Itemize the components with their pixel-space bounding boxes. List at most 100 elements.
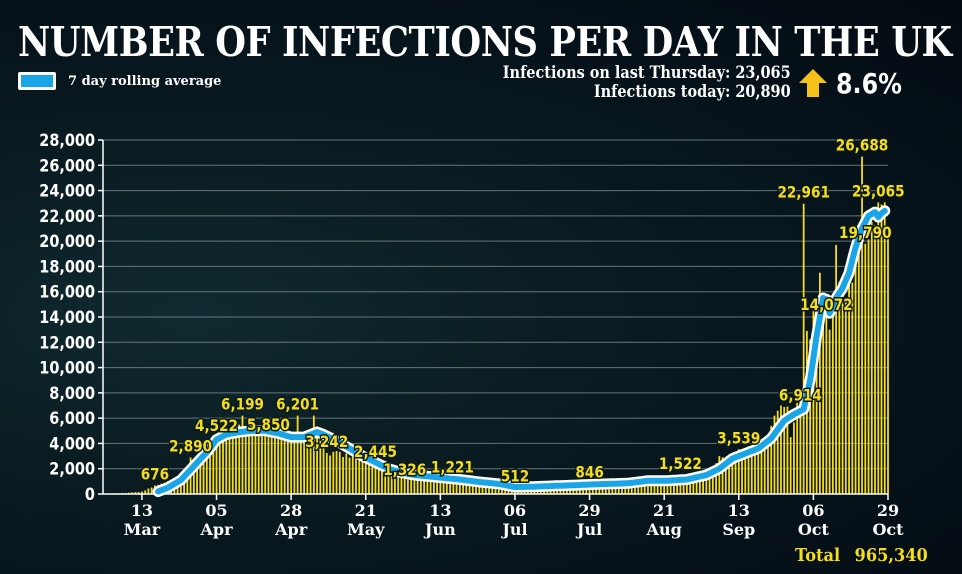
bar: [400, 476, 403, 494]
bar: [767, 435, 769, 494]
x-tick-label-month: May: [347, 520, 385, 539]
bar: [445, 479, 448, 494]
bar: [394, 472, 396, 494]
chart-title: NUMBER OF INFECTIONS PER DAY IN THE UK: [18, 18, 952, 66]
bar: [270, 430, 273, 494]
bar: [306, 438, 309, 494]
data-label: 6,914: [779, 386, 822, 405]
y-tick-label: 6,000: [49, 408, 95, 428]
bar: [147, 488, 150, 494]
bar: [754, 447, 756, 494]
bar: [387, 470, 390, 494]
bar: [254, 426, 257, 494]
bar: [290, 437, 293, 494]
bar: [611, 484, 614, 494]
bar: [222, 434, 224, 494]
bar: [711, 468, 714, 494]
x-tick-label-day: 06: [504, 501, 526, 520]
x-tick-label-month: Jun: [423, 520, 456, 539]
bar: [264, 431, 267, 494]
bar: [831, 294, 834, 494]
bar: [420, 478, 422, 494]
bar: [760, 444, 763, 494]
bar: [228, 433, 231, 494]
y-tick-label: 24,000: [39, 180, 95, 200]
bar: [728, 458, 730, 494]
x-tick-label-month: Sep: [722, 520, 755, 539]
bar: [861, 156, 863, 494]
data-label: 26,688: [836, 136, 889, 155]
y-tick-label: 0: [85, 484, 95, 504]
bar: [793, 422, 795, 494]
x-tick-label-day: 21: [653, 501, 675, 520]
bar: [319, 433, 322, 494]
x-tick-label-month: Jul: [575, 520, 602, 539]
bar: [822, 308, 825, 494]
bar: [643, 480, 646, 494]
x-tick-label-day: 13: [728, 501, 750, 520]
bar: [491, 485, 494, 494]
data-label: 1,221: [431, 458, 474, 477]
bar: [650, 479, 653, 494]
y-tick-label: 12,000: [39, 332, 95, 352]
data-label: 14,072: [800, 295, 853, 314]
bar: [332, 451, 335, 494]
bar: [403, 477, 406, 494]
bar: [887, 229, 889, 494]
bar: [238, 424, 241, 494]
data-label: 5,850: [247, 415, 290, 434]
data-label: 2,445: [354, 442, 397, 461]
bar: [773, 415, 776, 494]
bar: [809, 339, 812, 494]
data-label: 6,201: [276, 395, 319, 414]
bar: [799, 406, 802, 494]
bar: [653, 481, 656, 494]
bar: [780, 405, 782, 494]
bar: [141, 491, 143, 494]
bar: [218, 435, 221, 494]
x-tick-label-month: Oct: [798, 520, 830, 539]
bar: [757, 443, 760, 494]
last-thursday-stat: Infections on last Thursday: 23,065: [502, 63, 791, 83]
legend: 7 day rolling average: [18, 72, 221, 90]
bar: [322, 445, 325, 494]
bar: [416, 476, 419, 494]
bar: [695, 476, 698, 494]
bar: [689, 477, 692, 494]
bar: [355, 457, 357, 494]
bar: [828, 329, 831, 494]
bar: [844, 298, 847, 494]
data-label: 19,790: [839, 223, 892, 242]
bar: [342, 456, 344, 494]
y-tick-label: 22,000: [39, 206, 95, 226]
bar: [261, 428, 263, 494]
bar: [248, 430, 250, 494]
bar: [225, 434, 228, 494]
bar: [358, 459, 361, 494]
bar: [666, 479, 669, 494]
bar: [134, 492, 137, 494]
bar: [857, 225, 860, 495]
bar: [364, 461, 367, 494]
bar: [656, 479, 659, 494]
bar: [131, 492, 134, 494]
y-tick-label: 16,000: [39, 282, 95, 302]
bar: [199, 461, 202, 494]
bar: [439, 478, 442, 494]
bar: [488, 483, 490, 494]
bar: [397, 474, 400, 494]
bar: [144, 490, 147, 494]
bar: [867, 239, 870, 494]
bar: [494, 484, 497, 494]
bar: [231, 432, 234, 494]
bar: [283, 434, 286, 494]
legend-label: 7 day rolling average: [68, 73, 222, 89]
bar: [309, 434, 312, 494]
bar: [257, 434, 260, 494]
bar: [786, 406, 789, 494]
y-tick-label: 20,000: [39, 231, 95, 251]
data-label: 6,199: [221, 395, 264, 414]
bar: [883, 202, 886, 494]
bar: [854, 241, 857, 494]
bar: [345, 453, 348, 494]
